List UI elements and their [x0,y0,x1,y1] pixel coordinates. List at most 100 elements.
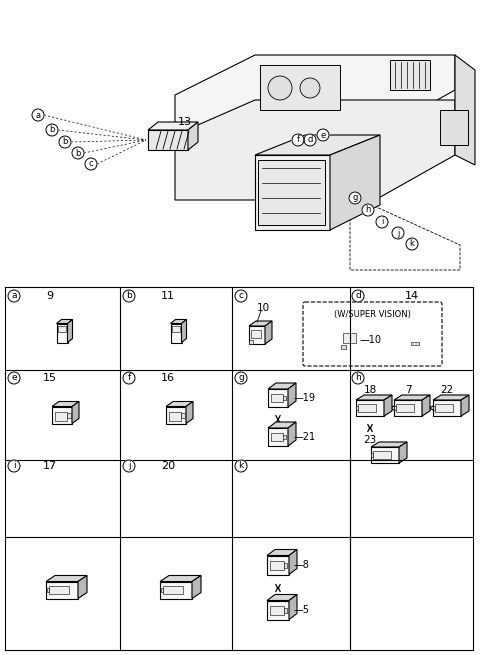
Text: (W/SUPER VISION): (W/SUPER VISION) [334,310,411,318]
Text: 17: 17 [43,461,57,471]
Polygon shape [249,326,265,344]
Polygon shape [341,330,359,350]
Circle shape [8,372,20,384]
Polygon shape [46,582,78,599]
Bar [283,435,286,439]
Polygon shape [359,324,367,350]
Polygon shape [356,395,392,400]
Bar [181,413,185,418]
Circle shape [235,372,247,384]
Circle shape [317,129,329,141]
Polygon shape [405,324,431,328]
Bar [440,110,468,145]
Polygon shape [258,160,325,225]
Polygon shape [267,595,297,601]
Text: b: b [75,149,81,157]
Bar [270,561,284,570]
Polygon shape [265,321,272,344]
Polygon shape [455,55,475,165]
Circle shape [349,192,361,204]
Polygon shape [268,422,296,428]
Text: 20: 20 [161,461,175,471]
Polygon shape [46,576,87,582]
Text: f: f [297,136,300,145]
Text: c: c [89,160,93,168]
Polygon shape [186,402,193,424]
Circle shape [268,76,292,100]
Text: d: d [355,291,361,301]
Circle shape [292,134,304,146]
Polygon shape [166,402,193,407]
Polygon shape [289,550,297,574]
Text: c: c [239,291,243,301]
Polygon shape [175,55,455,135]
Text: h: h [365,206,371,214]
Circle shape [304,134,316,146]
Circle shape [123,372,135,384]
Bar [356,406,358,410]
Text: 18: 18 [363,385,377,395]
Polygon shape [394,395,430,400]
Polygon shape [371,447,399,463]
Bar [172,326,180,332]
Text: b: b [126,291,132,301]
Text: —21: —21 [294,432,316,442]
Polygon shape [267,555,289,574]
Polygon shape [330,135,380,230]
Polygon shape [188,122,198,150]
Text: j: j [397,229,399,238]
Polygon shape [288,383,296,407]
Polygon shape [405,328,425,342]
Bar [249,340,253,344]
Circle shape [8,460,20,472]
Polygon shape [267,601,289,620]
Bar [396,404,414,412]
Polygon shape [192,576,201,599]
Circle shape [376,216,388,228]
Text: —19: —19 [294,393,316,403]
Polygon shape [268,383,296,389]
Polygon shape [288,422,296,446]
Bar [394,406,396,410]
Bar [435,404,453,412]
Text: —8: —8 [294,560,310,570]
Bar [49,586,69,594]
Text: i: i [381,217,383,227]
Circle shape [362,204,374,216]
Text: k: k [409,240,414,248]
Text: e: e [320,130,325,140]
Bar [58,326,66,332]
Circle shape [406,238,418,250]
Polygon shape [166,407,186,424]
Text: j: j [128,462,130,470]
Text: 14: 14 [405,291,419,301]
Text: 11: 11 [161,291,175,301]
Bar [55,412,67,421]
Polygon shape [160,582,192,599]
Text: g: g [352,193,358,202]
Circle shape [352,290,364,302]
Polygon shape [72,402,79,424]
Bar [373,451,391,459]
Circle shape [8,290,20,302]
Polygon shape [255,155,330,230]
Text: 13: 13 [178,117,192,127]
Bar [161,588,163,592]
Text: d: d [307,136,312,145]
Polygon shape [68,320,72,343]
Polygon shape [181,320,187,343]
Polygon shape [52,402,79,407]
Polygon shape [170,324,181,343]
Polygon shape [160,576,201,582]
Bar [270,606,284,615]
FancyBboxPatch shape [303,302,442,366]
Polygon shape [255,135,380,155]
Circle shape [392,227,404,239]
Bar [67,413,71,418]
Bar [284,563,287,568]
Bar [358,404,376,412]
Polygon shape [260,65,340,110]
Text: 15: 15 [43,373,57,383]
Text: a: a [11,291,17,301]
Polygon shape [390,60,430,90]
